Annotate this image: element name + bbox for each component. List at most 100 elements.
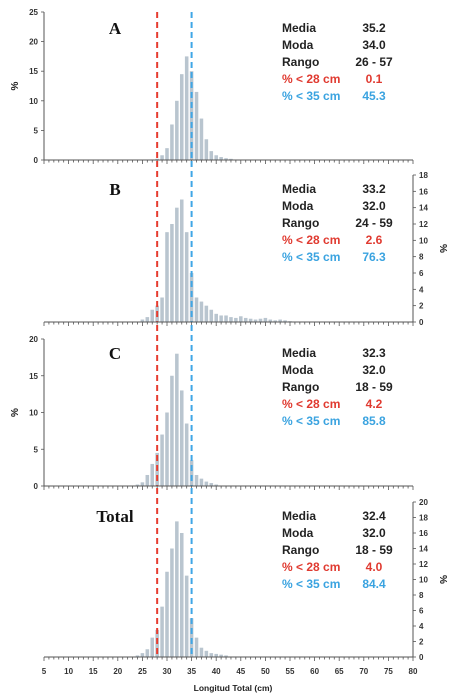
stat-label: Rango	[282, 55, 319, 69]
y-tick-label: 20	[29, 335, 38, 344]
y-tick-label: 8	[419, 591, 424, 600]
bar	[160, 434, 164, 486]
stat-label: Moda	[282, 526, 314, 540]
bar	[140, 653, 145, 658]
bar	[199, 301, 204, 322]
stat-value: 84.4	[362, 577, 386, 591]
bar	[179, 390, 184, 486]
bar	[199, 478, 204, 486]
bar	[209, 483, 214, 486]
x-tick-label: 40	[212, 667, 221, 676]
x-tick-label: 35	[187, 667, 196, 676]
bar	[184, 56, 189, 160]
bar	[209, 653, 214, 658]
stat-label: % < 35 cm	[282, 250, 340, 264]
bar	[283, 320, 287, 322]
stat-value: 24 - 59	[355, 216, 393, 230]
panel-a: 0 5 10 15 20 25% A Media 35.2 Moda 34.0 Rango 26 - 5…	[10, 8, 414, 165]
bar	[253, 319, 258, 322]
x-tick-label: 30	[163, 667, 172, 676]
bar	[204, 305, 209, 322]
stat-value: 35.2	[362, 21, 386, 35]
x-tick-label: 20	[113, 667, 122, 676]
y-tick-label: 8	[419, 253, 424, 262]
bar	[194, 91, 199, 160]
bar	[160, 606, 164, 658]
bar	[175, 207, 179, 322]
bar	[224, 315, 228, 322]
bar	[175, 353, 179, 486]
stat-value: 34.0	[362, 38, 386, 52]
x-axis-label: Longitud Total (cm)	[194, 683, 273, 693]
y-tick-label: 15	[29, 67, 38, 76]
y-tick-label: 0	[419, 318, 424, 327]
y-axis-label: %	[437, 244, 448, 253]
y-tick-label: 5	[34, 126, 39, 135]
y-tick-label: 0	[419, 653, 424, 662]
x-tick-label: 75	[384, 667, 393, 676]
y-tick-label: 18	[419, 514, 428, 523]
bar	[199, 647, 204, 657]
bar	[268, 319, 273, 322]
x-tick-label: 80	[409, 667, 418, 676]
bar	[160, 155, 164, 160]
x-tick-label: 25	[138, 667, 147, 676]
bar	[150, 309, 155, 322]
y-tick-label: 20	[419, 498, 428, 507]
bar	[209, 309, 214, 322]
y-tick-label: 25	[29, 8, 38, 17]
bar	[155, 158, 159, 160]
y-tick-label: 0	[34, 482, 39, 491]
bar	[184, 423, 189, 486]
bar	[145, 649, 150, 657]
stat-label: Rango	[282, 380, 319, 394]
stat-value: 18 - 59	[355, 380, 393, 394]
y-tick-label: 10	[29, 409, 38, 418]
stat-value: 76.3	[362, 250, 386, 264]
bar	[209, 151, 214, 160]
bar	[239, 316, 243, 322]
y-tick-label: 4	[419, 622, 424, 631]
bar	[184, 575, 189, 658]
bar	[179, 533, 184, 657]
stat-value: 4.2	[366, 397, 383, 411]
x-tick-label: 65	[335, 667, 344, 676]
bar	[184, 232, 189, 322]
stat-label: Rango	[282, 543, 319, 557]
panel-total: 0 2 4 6 8 10 12 14 16 18 20% Total Media 32.4 Moda 32.0…	[43, 488, 448, 662]
bar	[263, 317, 268, 322]
bar	[273, 320, 278, 322]
bar	[145, 317, 150, 322]
stat-value: 4.0	[366, 560, 383, 574]
stat-label: % < 28 cm	[282, 397, 340, 411]
bar	[165, 571, 169, 657]
bar	[175, 521, 179, 658]
stat-label: % < 28 cm	[282, 560, 340, 574]
stat-value: 26 - 57	[355, 55, 393, 69]
y-tick-label: 0	[34, 156, 39, 165]
stat-value: 32.0	[362, 363, 386, 377]
y-tick-label: 5	[34, 445, 39, 454]
y-tick-label: 10	[419, 236, 428, 245]
bar	[214, 313, 218, 322]
stat-value: 33.2	[362, 182, 386, 196]
bar	[204, 139, 209, 160]
bar	[219, 315, 223, 322]
bar	[165, 412, 169, 486]
y-tick-label: 6	[419, 269, 424, 278]
bar	[150, 463, 155, 486]
y-tick-label: 2	[419, 638, 424, 647]
stat-value: 18 - 59	[355, 543, 393, 557]
bar	[194, 637, 199, 658]
bar	[219, 654, 223, 657]
x-tick-label: 55	[286, 667, 295, 676]
bar	[224, 158, 228, 160]
panel-label: B	[109, 180, 120, 199]
y-tick-label: 12	[419, 560, 428, 569]
bar	[214, 484, 218, 486]
stat-value: 32.4	[362, 509, 386, 523]
y-tick-label: 14	[419, 204, 428, 213]
y-tick-label: 10	[29, 97, 38, 106]
x-tick-label: 60	[310, 667, 319, 676]
